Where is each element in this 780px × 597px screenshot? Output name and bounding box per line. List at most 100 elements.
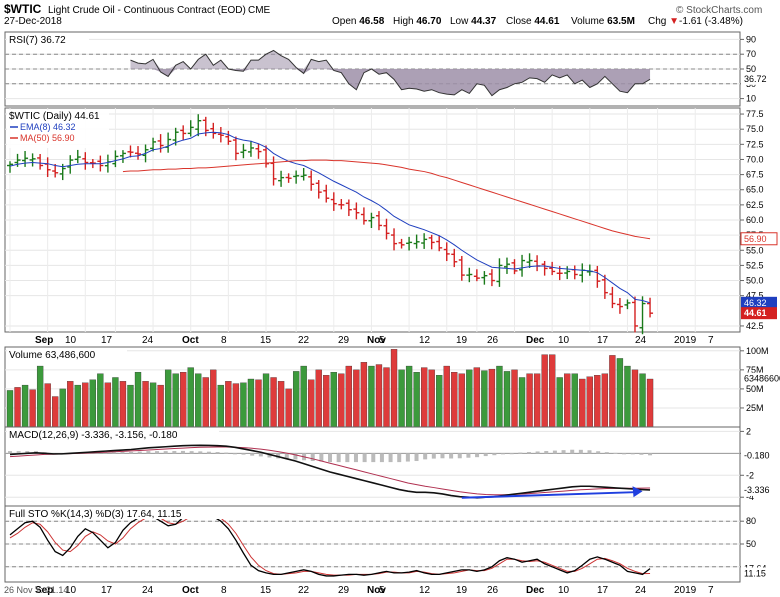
x-tick-label-bottom: 24	[635, 585, 647, 596]
volume-bar	[511, 369, 518, 428]
macd-histogram-bar	[604, 452, 609, 454]
price-bar	[443, 242, 450, 262]
volume-y-tick-label: 25M	[746, 403, 764, 413]
sto-title-bg	[7, 508, 229, 519]
macd-histogram-bar	[215, 452, 220, 454]
volume-y-tick-label: 50M	[746, 384, 764, 394]
macd-y-tick-label: -2	[746, 470, 754, 480]
macd-histogram-bar	[587, 450, 592, 454]
open-label: Open	[332, 16, 356, 27]
macd-histogram-bar	[475, 453, 480, 458]
macd-histogram-bar	[397, 453, 402, 463]
x-tick-label: 5	[379, 335, 385, 346]
volume-bar	[247, 378, 255, 428]
x-tick-label: Sep	[35, 335, 53, 346]
volume-bar	[315, 369, 322, 428]
volume-bar	[127, 384, 134, 428]
volume-bar	[240, 382, 247, 428]
x-tick-label: Nov	[367, 335, 386, 346]
x-tick-label: 2019	[674, 335, 697, 346]
volume-bar	[564, 373, 571, 428]
high-value: 46.70	[416, 16, 441, 27]
price-y-tick-label: 60.0	[746, 215, 764, 225]
price-bar	[391, 228, 398, 251]
volume-bar	[14, 387, 21, 428]
macd-flag: -0.180	[744, 450, 770, 460]
price-bar	[526, 253, 533, 268]
macd-signal-line	[9, 446, 651, 496]
volume-panel: 100M 75M 50M 25M Volume 63,486,600 63486600	[4, 346, 780, 428]
volume-title-text: Volume 63,486,600	[9, 350, 96, 361]
price-bar	[225, 130, 232, 145]
chart-date: 27-Dec-2018	[4, 16, 62, 27]
volume-bar	[149, 382, 157, 428]
volume-bar	[164, 369, 172, 428]
price-bar	[345, 199, 352, 217]
price-bar	[7, 161, 13, 173]
macd-flag-box	[741, 449, 777, 462]
macd-histogram-bar	[250, 453, 255, 456]
price-y-tick-label: 65.0	[746, 185, 764, 195]
volume-title: Volume 63,486,600	[7, 349, 127, 361]
price-bar	[22, 151, 29, 167]
price-bar	[263, 145, 270, 168]
sto-y-tick-label: 50	[746, 539, 756, 549]
x-tick-label-bottom: Nov	[367, 585, 386, 596]
instrument-name: Light Crude Oil - Continuous Contract (E…	[48, 5, 246, 16]
high-label: High	[393, 16, 414, 27]
macd-histogram-bar	[405, 453, 410, 462]
macd-histogram-bar	[379, 453, 384, 463]
macd-title-text: MACD(12,26,9) -3.336, -3.156, -0.180	[9, 430, 178, 441]
price-flag: 46.32	[744, 298, 767, 308]
volume-bar	[277, 381, 285, 428]
volume-bar	[526, 373, 533, 428]
price-bar	[187, 120, 194, 137]
price-bar	[436, 235, 443, 252]
volume-bar	[353, 369, 360, 428]
divergence-arrow-head	[632, 486, 643, 498]
price-bar	[503, 257, 510, 274]
price-y-tick-label: 62.5	[746, 200, 764, 210]
macd-histogram-bar	[111, 452, 116, 454]
volume-bar	[232, 383, 240, 428]
macd-histogram-bar	[353, 453, 358, 463]
volume-bar	[210, 369, 217, 428]
price-bar	[601, 274, 608, 299]
volume-bar	[82, 382, 89, 428]
macd-histogram-bar	[622, 453, 627, 455]
volume-bar	[142, 381, 149, 428]
macd-histogram-bar	[163, 451, 168, 454]
price-y-tick-label: 75.0	[746, 124, 764, 134]
volume-bar	[533, 373, 541, 428]
price-bar	[398, 238, 405, 249]
macd-histogram-bar	[639, 453, 644, 455]
volume-title-bg	[7, 349, 127, 360]
volume-bar	[6, 390, 14, 428]
macd-histogram-bar	[431, 453, 436, 459]
x-tick-label-bottom: 22	[298, 585, 310, 596]
macd-title-bg	[7, 429, 219, 440]
volume-bar	[624, 365, 631, 428]
price-bar	[338, 199, 345, 210]
volume-bar	[202, 377, 209, 428]
price-bar	[541, 260, 548, 276]
x-tick-label: 22	[298, 335, 310, 346]
price-bar	[119, 150, 126, 163]
volume-bar	[451, 371, 458, 428]
x-tick-label: 17	[101, 335, 113, 346]
price-bar	[353, 202, 360, 220]
price-bar	[150, 137, 157, 152]
price-bar	[458, 255, 465, 281]
x-tick-label-bottom: 2019	[674, 585, 697, 596]
macd-y-tick-label: 2	[746, 426, 751, 436]
rsi-line	[130, 49, 651, 97]
x-tick-label-bottom: 8	[221, 585, 227, 596]
brand-label[interactable]: © StockCharts.com	[676, 5, 762, 16]
price-bar	[330, 192, 337, 211]
volume-value: 63.5M	[607, 16, 635, 27]
price-panel: 77.575.072.570.067.565.062.560.057.555.0…	[4, 107, 778, 335]
rsi-overbought-fill	[130, 50, 651, 69]
volume-y-tick-label: 75M	[746, 365, 764, 375]
low-label: Low	[450, 16, 469, 27]
